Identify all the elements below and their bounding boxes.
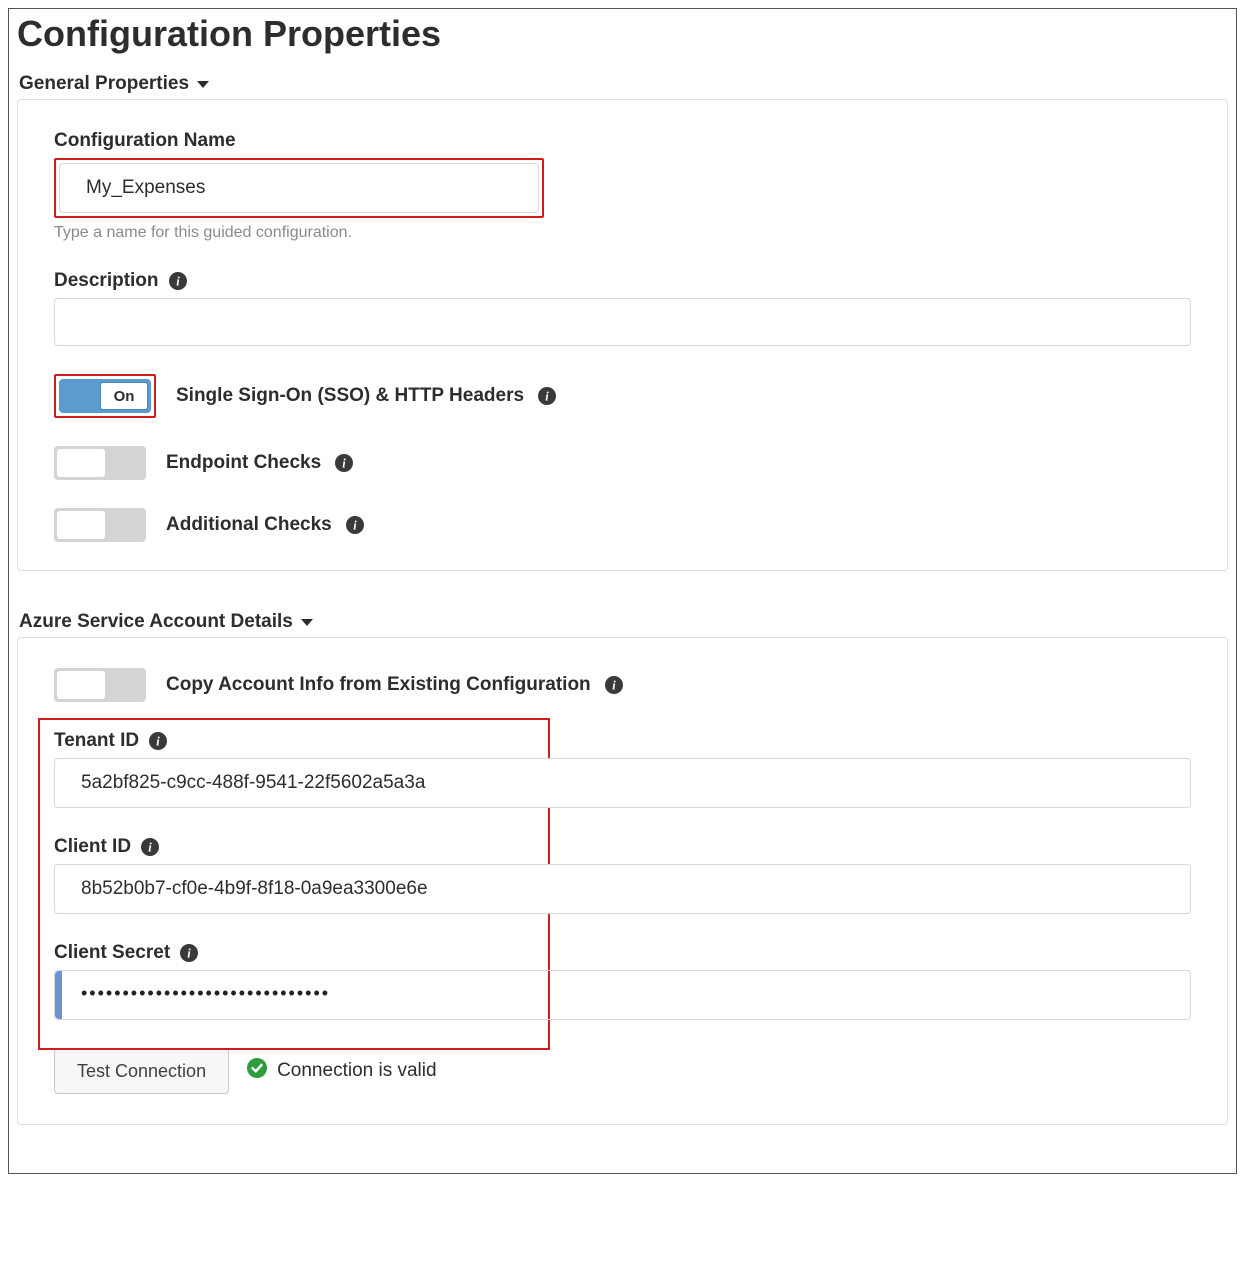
toggle-knob: On — [100, 382, 148, 410]
copy-account-label: Copy Account Info from Existing Configur… — [166, 674, 591, 696]
endpoint-checks-toggle[interactable] — [54, 446, 146, 480]
info-icon[interactable]: i — [346, 516, 364, 534]
svg-text:i: i — [176, 275, 180, 289]
info-icon[interactable]: i — [180, 944, 198, 962]
tenant-id-label: Tenant ID — [54, 730, 139, 752]
check-circle-icon — [247, 1058, 267, 1084]
sso-toggle[interactable]: On — [59, 379, 151, 413]
info-icon[interactable]: i — [605, 676, 623, 694]
section-header-general-label: General Properties — [19, 73, 189, 95]
connection-status-text: Connection is valid — [277, 1060, 436, 1082]
description-label: Description — [54, 270, 159, 292]
additional-checks-toggle[interactable] — [54, 508, 146, 542]
svg-text:i: i — [342, 457, 346, 471]
svg-text:i: i — [545, 390, 549, 404]
info-icon[interactable]: i — [169, 272, 187, 290]
client-id-input[interactable] — [54, 864, 1191, 914]
page-title: Configuration Properties — [17, 13, 1228, 55]
additional-checks-label: Additional Checks — [166, 514, 332, 536]
svg-text:i: i — [156, 735, 160, 749]
section-header-azure-label: Azure Service Account Details — [19, 611, 293, 633]
toggle-knob — [57, 511, 105, 539]
panel-general: Configuration Name Type a name for this … — [17, 99, 1228, 571]
chevron-down-icon — [197, 81, 209, 88]
client-secret-label: Client Secret — [54, 942, 170, 964]
test-connection-button[interactable]: Test Connection — [54, 1048, 229, 1094]
svg-text:i: i — [148, 841, 152, 855]
panel-azure: Copy Account Info from Existing Configur… — [17, 637, 1228, 1125]
info-icon[interactable]: i — [141, 838, 159, 856]
tenant-id-input[interactable] — [54, 758, 1191, 808]
toggle-knob — [57, 671, 105, 699]
sso-label: Single Sign-On (SSO) & HTTP Headers — [176, 385, 524, 407]
client-id-label: Client ID — [54, 836, 131, 858]
description-input[interactable] — [54, 298, 1191, 346]
chevron-down-icon — [301, 619, 313, 626]
client-secret-input[interactable]: •••••••••••••••••••••••••••••• — [54, 970, 1191, 1020]
info-icon[interactable]: i — [335, 454, 353, 472]
info-icon[interactable]: i — [538, 387, 556, 405]
info-icon[interactable]: i — [149, 732, 167, 750]
endpoint-checks-label: Endpoint Checks — [166, 452, 321, 474]
toggle-knob — [57, 449, 105, 477]
svg-text:i: i — [353, 519, 357, 533]
section-header-azure[interactable]: Azure Service Account Details — [19, 611, 1228, 633]
copy-account-toggle[interactable] — [54, 668, 146, 702]
section-header-general[interactable]: General Properties — [19, 73, 1228, 95]
svg-text:i: i — [187, 947, 191, 961]
config-name-input[interactable] — [59, 163, 539, 213]
config-name-label: Configuration Name — [54, 130, 1191, 152]
config-name-help: Type a name for this guided configuratio… — [54, 224, 1191, 242]
svg-text:i: i — [612, 679, 616, 693]
